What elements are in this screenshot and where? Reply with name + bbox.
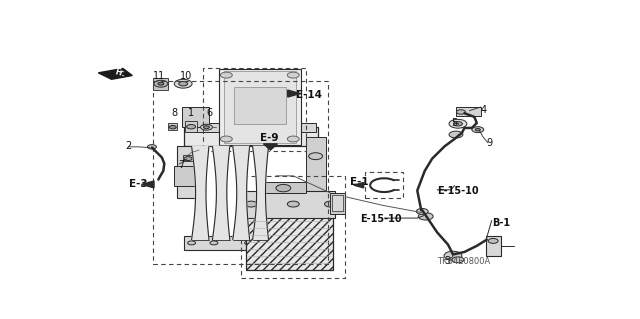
Circle shape — [169, 125, 176, 129]
Circle shape — [449, 119, 467, 128]
Text: TK64E0800A: TK64E0800A — [437, 257, 490, 266]
Bar — [184, 127, 318, 146]
Text: E-15-10: E-15-10 — [360, 214, 402, 224]
Bar — [224, 71, 296, 143]
Bar — [174, 166, 196, 186]
Polygon shape — [288, 90, 300, 97]
Polygon shape — [99, 69, 132, 79]
Circle shape — [220, 72, 232, 78]
Circle shape — [416, 209, 428, 214]
Polygon shape — [141, 181, 154, 188]
Text: 4: 4 — [481, 105, 487, 115]
Bar — [168, 123, 177, 130]
Bar — [182, 107, 209, 127]
Bar — [332, 196, 343, 211]
Circle shape — [294, 241, 302, 245]
Bar — [219, 69, 301, 145]
Circle shape — [272, 241, 280, 245]
Circle shape — [154, 80, 168, 87]
Circle shape — [174, 79, 192, 88]
Text: E-3: E-3 — [129, 179, 147, 189]
Bar — [183, 155, 193, 161]
Bar — [306, 137, 326, 249]
Bar — [264, 182, 306, 193]
Polygon shape — [191, 146, 209, 240]
Circle shape — [452, 257, 464, 263]
Circle shape — [476, 129, 480, 131]
Circle shape — [184, 157, 192, 160]
Circle shape — [179, 82, 188, 86]
FancyBboxPatch shape — [246, 216, 333, 271]
Circle shape — [454, 122, 463, 126]
Text: 9: 9 — [486, 138, 493, 148]
Circle shape — [308, 226, 323, 233]
Circle shape — [488, 239, 498, 243]
Text: 1: 1 — [188, 108, 195, 118]
Text: E-15-10: E-15-10 — [437, 186, 479, 196]
Text: 10: 10 — [180, 71, 193, 81]
Bar — [330, 193, 346, 214]
Circle shape — [324, 201, 337, 207]
Text: 2: 2 — [125, 141, 132, 151]
Bar — [187, 123, 316, 132]
Circle shape — [419, 213, 433, 220]
Circle shape — [245, 201, 257, 207]
Circle shape — [188, 241, 196, 245]
Polygon shape — [264, 144, 277, 150]
Text: E-1: E-1 — [350, 177, 369, 187]
Bar — [185, 121, 197, 132]
Text: 8: 8 — [172, 108, 178, 118]
Text: 3: 3 — [445, 256, 451, 266]
Bar — [244, 190, 335, 218]
Text: B-1: B-1 — [492, 218, 510, 227]
Text: 11: 11 — [154, 71, 166, 81]
Bar — [184, 236, 323, 249]
Bar — [154, 78, 168, 90]
Polygon shape — [233, 146, 250, 240]
Polygon shape — [253, 146, 269, 240]
Circle shape — [287, 136, 300, 142]
Text: E-9: E-9 — [260, 133, 278, 143]
Text: 6: 6 — [207, 108, 212, 118]
Circle shape — [287, 72, 300, 78]
Circle shape — [472, 127, 484, 133]
Circle shape — [158, 82, 164, 85]
Circle shape — [444, 251, 462, 260]
Circle shape — [276, 184, 291, 192]
Circle shape — [204, 126, 209, 129]
Circle shape — [147, 145, 156, 149]
Text: E-14: E-14 — [296, 90, 322, 100]
Text: 5: 5 — [451, 118, 457, 128]
Bar — [177, 146, 202, 198]
Circle shape — [308, 153, 323, 160]
Circle shape — [200, 124, 212, 130]
Bar — [486, 236, 500, 256]
Bar — [456, 107, 481, 116]
Circle shape — [449, 131, 463, 138]
Circle shape — [244, 241, 253, 245]
Circle shape — [287, 201, 300, 207]
Circle shape — [210, 241, 218, 245]
Polygon shape — [212, 146, 230, 240]
Circle shape — [220, 136, 232, 142]
Circle shape — [187, 124, 196, 129]
Text: 7: 7 — [178, 160, 184, 170]
Polygon shape — [354, 182, 364, 188]
Bar — [234, 87, 286, 124]
Text: Fr.: Fr. — [113, 68, 126, 79]
Circle shape — [456, 110, 465, 114]
